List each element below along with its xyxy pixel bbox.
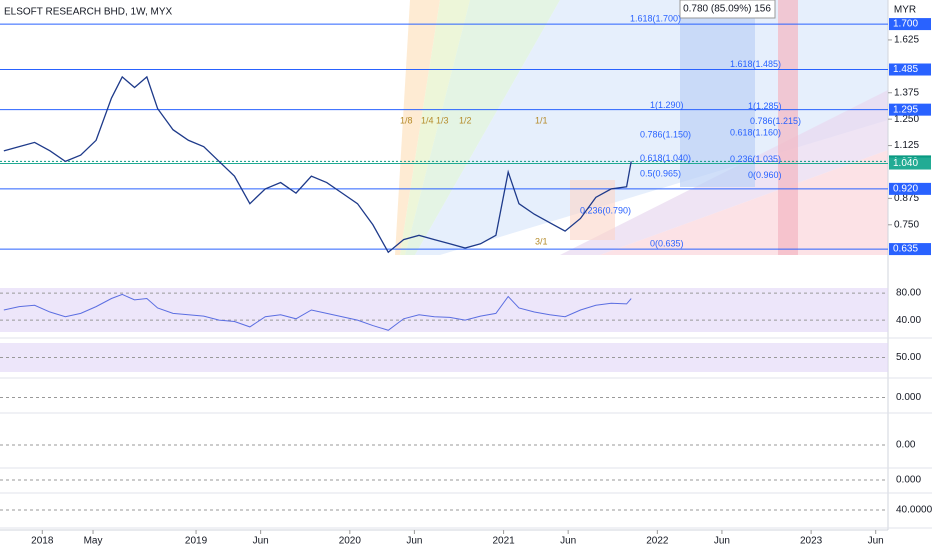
fib-label: 0.236(0.790): [580, 206, 631, 216]
gann-fan: [395, 0, 440, 255]
fib-label: 1.618(1.700): [630, 13, 681, 23]
fib-label: 1(1.290): [650, 100, 684, 110]
rectangle: [570, 180, 615, 240]
fib-label: 0(0.960): [748, 170, 782, 180]
y-tick-label: 0.875: [894, 193, 919, 204]
y-tick-label: 0.750: [894, 219, 919, 230]
measure-box: [680, 12, 755, 187]
level-box: [889, 182, 931, 195]
fib-label: 0.786(1.150): [640, 130, 691, 140]
gann-fan: [400, 0, 470, 255]
y-tick-label: 1.125: [894, 140, 919, 151]
level-box: [889, 103, 931, 116]
level-label: 1.040: [893, 158, 918, 169]
fib-label: 0(0.635): [650, 238, 684, 248]
pitchfork: [600, 150, 888, 255]
level-box: [889, 63, 931, 76]
pane-tick-label: 80.00: [896, 288, 921, 299]
pane-tick-label: 40.0000: [896, 505, 932, 516]
fib-label: 1.618(1.485): [730, 59, 781, 69]
measure-box: [778, 0, 798, 255]
pane-tick-label: 50.00: [896, 352, 921, 363]
level-label: 0.920: [893, 184, 918, 195]
x-tick-label: 2021: [492, 536, 515, 547]
level-box: [889, 243, 931, 256]
gann-fan: [415, 0, 888, 255]
x-tick-label: Jun: [560, 536, 576, 547]
level-label: 1.700: [893, 19, 918, 30]
fan-label: 1/8: [400, 115, 413, 125]
currency: MYR: [894, 5, 916, 16]
x-tick-label: May: [84, 536, 103, 547]
y-tick-label: 1.375: [894, 87, 919, 98]
fib-label: 0.5(0.965): [640, 169, 681, 179]
level-label: 1.295: [893, 104, 918, 115]
x-tick-label: Jun: [868, 536, 884, 547]
fib-label: 0.236(1.035): [730, 154, 781, 164]
level-box: [889, 18, 931, 31]
x-tick-label: 2020: [339, 536, 362, 547]
measure-label-box: [679, 0, 776, 19]
chart-title: ELSOFT RESEARCH BHD, 1W, MYX: [4, 7, 173, 18]
level-label: 0.635: [893, 244, 918, 255]
pane-band: [0, 288, 888, 332]
fib-label: 0.618(1.160): [730, 128, 781, 138]
gann-fan: [405, 0, 560, 255]
pane-line: [3, 293, 632, 331]
level-label: 1.485: [893, 64, 918, 75]
x-tick-label: 2018: [31, 536, 54, 547]
y-tick-label: 1.625: [894, 35, 919, 46]
level-box: [889, 157, 931, 170]
x-tick-label: 2023: [800, 536, 823, 547]
measure-label: 0.780 (85.09%) 156: [683, 4, 771, 15]
pane-tick-label: 0.000: [896, 392, 921, 403]
fib-label: 0.786(1.215): [750, 116, 801, 126]
pane-tick-label: 40.00: [896, 315, 921, 326]
pane-tick-label: 0.00: [896, 440, 916, 451]
fan-label: 1/2: [459, 115, 472, 125]
x-tick-label: Jun: [714, 536, 730, 547]
x-tick-label: Jun: [253, 536, 269, 547]
x-tick-label: Jun: [406, 536, 422, 547]
fan-label: 1/1: [535, 115, 548, 125]
price-line: [3, 75, 632, 254]
fan-label: 1/3: [436, 115, 449, 125]
x-tick-label: 2022: [646, 536, 669, 547]
fan-label: 3/1: [535, 236, 548, 246]
fib-label: 0.618(1.040): [640, 153, 691, 163]
fib-label: 1(1.285): [748, 101, 782, 111]
x-tick-label: 2019: [185, 536, 208, 547]
pane-tick-label: 0.000: [896, 475, 921, 486]
y-tick-label: 1.250: [894, 114, 919, 125]
fan-label: 1/4: [421, 115, 434, 125]
